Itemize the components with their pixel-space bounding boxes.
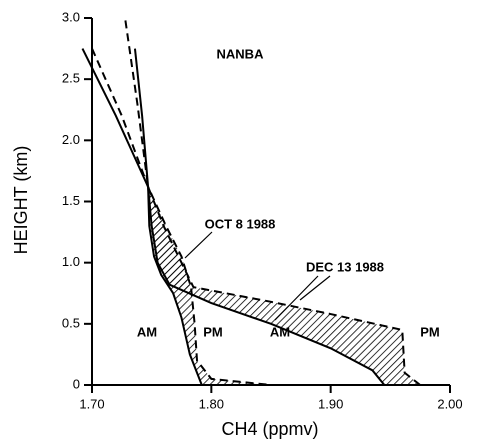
y-tick-label: 2.0 [62,132,80,147]
x-tick-label: 1.80 [199,396,224,411]
y-tick-label: 0.5 [62,315,80,330]
profile-line [91,48,272,386]
profile-line [133,48,386,386]
y-axis-title: HEIGHT (km) [11,146,31,255]
leader-line [184,231,213,259]
profile-line [81,48,203,386]
x-tick-label: 1.70 [79,396,104,411]
annotation: AM [270,324,290,339]
annotation: PM [203,324,223,339]
y-tick-label: 0 [73,376,80,391]
y-tick-label: 1.0 [62,254,80,269]
x-tick-label: 1.90 [318,396,343,411]
y-tick-label: 3.0 [62,9,80,24]
profile-line [124,20,421,386]
y-tick-label: 1.5 [62,193,80,208]
hatch-region [148,186,421,385]
annotation: PM [420,324,440,339]
x-axis-title: CH4 (ppmv) [221,419,318,439]
y-tick-label: 2.5 [62,71,80,86]
annotation: DEC 13 1988 [306,259,384,274]
leader-line [274,275,319,321]
leader-line [299,275,331,301]
chart-title: NANBA [217,46,265,61]
annotation: OCT 8 1988 [205,216,276,231]
annotation: AM [137,324,157,339]
x-tick-label: 2.00 [437,396,462,411]
